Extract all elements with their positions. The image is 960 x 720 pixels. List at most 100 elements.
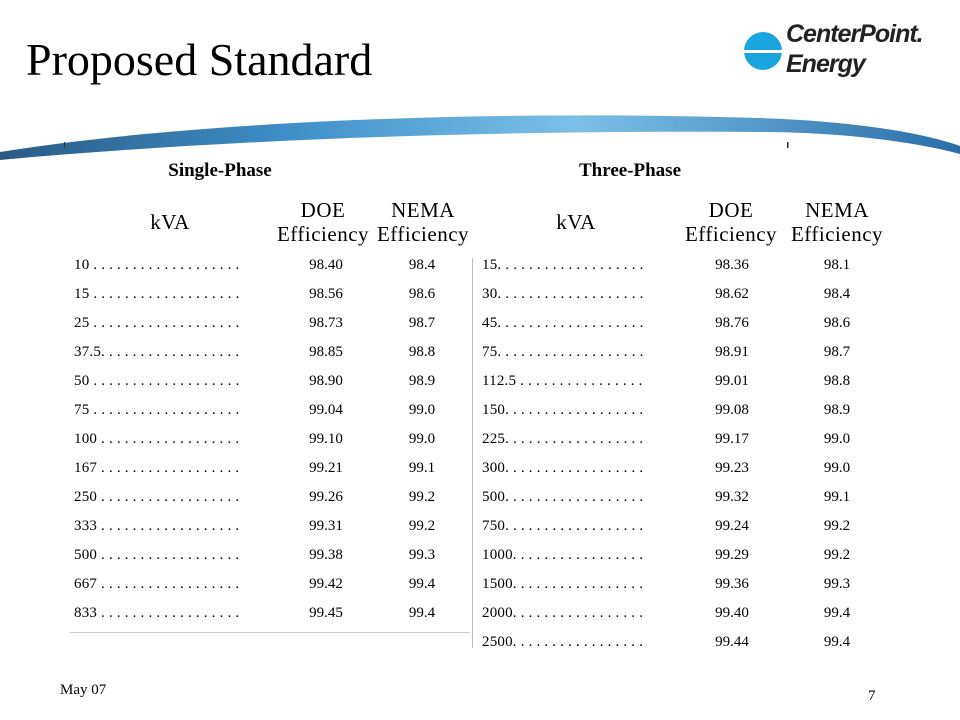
nema-cell: 98.4 [823,286,851,302]
kva-cell: 150. . . . . . . . . . . . . . . . . . [482,402,644,418]
doe-cell: 99.42 [309,576,343,592]
nema-cell: 98.6 [408,286,436,302]
nema-cell: 99.4 [823,634,851,650]
nema-cell: 98.8 [408,344,436,360]
nema-cell: 98.8 [823,373,851,389]
doe-cell: 99.45 [309,605,343,621]
nema-cell: 98.7 [823,344,851,360]
single-table-bottom-rule [70,632,470,633]
kva-cell: 15 . . . . . . . . . . . . . . . . . . . [74,286,240,302]
logo-line [740,50,784,53]
doe-cell: 99.29 [715,547,749,563]
page-number: 7 [868,688,876,704]
doe-cell: 98.90 [309,373,343,389]
nema-cell: 99.2 [408,489,436,505]
kva-cell: 500. . . . . . . . . . . . . . . . . . [482,489,644,505]
single-nema-header-line2: Efficiency [376,222,470,246]
nema-cell: 99.1 [823,489,851,505]
kva-cell: 15. . . . . . . . . . . . . . . . . . . [482,257,644,273]
doe-cell: 99.10 [309,431,343,447]
doe-cell: 98.40 [309,257,343,273]
doe-cell: 99.17 [715,431,749,447]
logo-text-line1: CenterPoint. [786,20,924,48]
doe-cell: 98.73 [309,315,343,331]
single-kva-header: kVA [150,210,190,234]
nema-cell: 98.9 [408,373,436,389]
kva-cell: 750. . . . . . . . . . . . . . . . . . [482,518,644,534]
doe-cell: 99.01 [715,373,749,389]
nema-cell: 99.4 [408,605,436,621]
nema-cell: 99.4 [823,605,851,621]
nema-cell: 99.1 [408,460,436,476]
three-doe-header-line1: DOE [708,198,754,222]
nema-cell: 99.0 [823,460,851,476]
nema-cell: 98.9 [823,402,851,418]
three-nema-header-line1: NEMA [805,198,869,222]
kva-cell: 833 . . . . . . . . . . . . . . . . . . [74,605,240,621]
doe-cell: 99.04 [309,402,343,418]
three-kva-header: kVA [556,210,596,234]
kva-cell: 2500. . . . . . . . . . . . . . . . . [482,634,644,650]
nema-cell: 98.7 [408,315,436,331]
nema-cell: 99.4 [408,576,436,592]
kva-cell: 112.5 . . . . . . . . . . . . . . . . [482,373,643,389]
doe-cell: 98.85 [309,344,343,360]
nema-cell: 98.1 [823,257,851,273]
nema-cell: 99.0 [408,402,436,418]
header-swoosh [0,115,960,160]
single-nema-header-line1: NEMA [391,198,455,222]
kva-cell: 100 . . . . . . . . . . . . . . . . . . [74,431,240,447]
kva-cell: 1000. . . . . . . . . . . . . . . . . [482,547,644,563]
kva-cell: 75. . . . . . . . . . . . . . . . . . . [482,344,644,360]
kva-cell: 500 . . . . . . . . . . . . . . . . . . [74,547,240,563]
doe-cell: 98.36 [715,257,749,273]
nema-cell: 99.2 [823,547,851,563]
doe-cell: 99.31 [309,518,343,534]
centerpoint-logo: CenterPoint. Energy [740,20,930,86]
nema-cell: 99.2 [408,518,436,534]
doe-cell: 99.24 [715,518,749,534]
nema-cell: 99.2 [823,518,851,534]
kva-cell: 30. . . . . . . . . . . . . . . . . . . [482,286,644,302]
nema-cell: 99.0 [408,431,436,447]
kva-cell: 1500. . . . . . . . . . . . . . . . . [482,576,644,592]
doe-cell: 99.21 [309,460,343,476]
kva-cell: 250 . . . . . . . . . . . . . . . . . . [74,489,240,505]
doe-cell: 99.32 [715,489,749,505]
kva-cell: 300. . . . . . . . . . . . . . . . . . [482,460,644,476]
three-nema-header-line2: Efficiency [790,222,884,246]
kva-cell: 75 . . . . . . . . . . . . . . . . . . . [74,402,240,418]
single-nema-header: NEMA Efficiency [374,198,472,246]
doe-cell: 99.26 [309,489,343,505]
doe-cell: 99.40 [715,605,749,621]
doe-cell: 99.44 [715,634,749,650]
kva-cell: 50 . . . . . . . . . . . . . . . . . . . [74,373,240,389]
kva-cell: 167 . . . . . . . . . . . . . . . . . . [74,460,240,476]
doe-cell: 98.76 [715,315,749,331]
doe-cell: 98.91 [715,344,749,360]
three-doe-header-line2: Efficiency [684,222,778,246]
doe-cell: 98.56 [309,286,343,302]
doe-cell: 98.62 [715,286,749,302]
three-phase-heading: Three-Phase [578,160,682,181]
kva-cell: 333 . . . . . . . . . . . . . . . . . . [74,518,240,534]
single-doe-header: DOE Efficiency [274,198,372,246]
column-divider [472,258,473,648]
kva-cell: 10 . . . . . . . . . . . . . . . . . . . [74,257,240,273]
single-phase-heading: Single-Phase [168,160,272,181]
doe-cell: 99.23 [715,460,749,476]
kva-cell: 37.5. . . . . . . . . . . . . . . . . . [74,344,240,360]
doe-cell: 99.36 [715,576,749,592]
kva-cell: 2000. . . . . . . . . . . . . . . . . [482,605,644,621]
nema-cell: 99.3 [408,547,436,563]
nema-cell: 98.4 [408,257,436,273]
logo-text-line2: Energy [786,50,866,78]
kva-cell: 45. . . . . . . . . . . . . . . . . . . [482,315,644,331]
doe-cell: 99.38 [309,547,343,563]
single-doe-header-line2: Efficiency [276,222,370,246]
slide-title: Proposed Standard [26,34,373,85]
nema-cell: 99.3 [823,576,851,592]
nema-cell: 99.0 [823,431,851,447]
doe-cell: 99.08 [715,402,749,418]
three-doe-header: DOE Efficiency [682,198,780,246]
